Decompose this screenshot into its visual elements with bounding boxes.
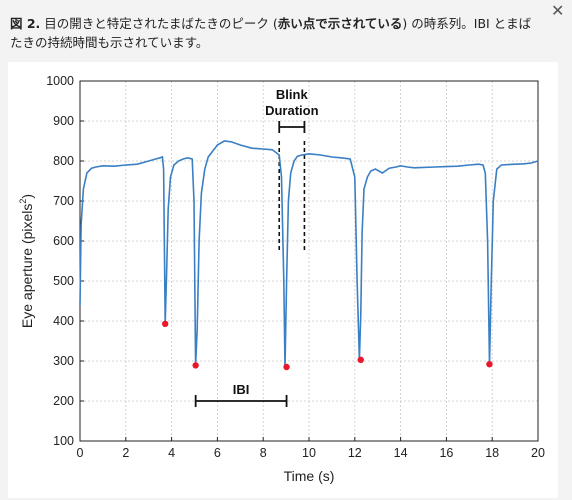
blink-peak-marker — [192, 362, 199, 369]
x-tick-label: 0 — [77, 446, 84, 460]
blink-peak-marker — [161, 320, 169, 327]
x-tick-label: 8 — [260, 446, 267, 460]
figure-label: 図 2. — [10, 16, 41, 31]
y-tick-label: 300 — [53, 354, 74, 368]
peak-markers — [161, 320, 493, 371]
caption-text-2: ) の時系列。IBI とまばたきの持続時間も示されています。 — [10, 16, 532, 50]
y-tick-label: 800 — [53, 154, 74, 168]
x-axis-title: Time (s) — [284, 468, 335, 484]
x-tick-label: 20 — [531, 446, 545, 460]
tick-layer: 0 2 4 6 8 10 12 14 16 18 20 100 200 300 400 500 600 700 80… — [46, 74, 545, 460]
y-tick-label: 600 — [53, 234, 74, 248]
y-axis-title-end: ) — [19, 194, 35, 199]
blink-peak-marker — [357, 356, 364, 363]
annotation-lines — [194, 121, 306, 407]
blink-duration-label-line1: Blink — [276, 87, 309, 102]
x-tick-label: 14 — [394, 446, 408, 460]
y-tick-label: 500 — [53, 274, 74, 288]
y-tick-label: 400 — [53, 314, 74, 328]
blink-duration-label-line2: Duration — [265, 103, 319, 118]
y-tick-label: 1000 — [46, 74, 74, 88]
x-tick-label: 10 — [302, 446, 316, 460]
figure-caption: 図 2. 目の開きと特定されたまばたきのピーク (赤い点で示されている) の時系… — [10, 14, 540, 52]
y-tick-label: 100 — [53, 434, 74, 448]
y-tick-label: 900 — [53, 114, 74, 128]
y-tick-label: 200 — [53, 394, 74, 408]
eye-aperture-chart: 0 2 4 6 8 10 12 14 16 18 20 100 200 300 400 500 600 700 80… — [18, 74, 545, 484]
caption-text-1: 目の開きと特定されたまばたきのピーク ( — [40, 16, 278, 31]
ibi-label: IBI — [233, 382, 250, 397]
annotation-labels: Blink Duration IBI — [233, 87, 319, 397]
x-tick-label: 12 — [348, 446, 362, 460]
figure-panel: 0 2 4 6 8 10 12 14 16 18 20 100 200 300 400 500 600 700 80… — [8, 62, 558, 498]
grid-layer — [80, 81, 538, 441]
x-tick-label: 16 — [439, 446, 453, 460]
blink-peak-marker — [283, 363, 290, 371]
x-tick-label: 2 — [122, 446, 129, 460]
blink-peak-marker — [486, 361, 493, 368]
y-tick-label: 700 — [53, 194, 74, 208]
y-axis-title-sup: 2 — [18, 199, 28, 204]
caption-bold-text: 赤い点で示されている — [277, 16, 403, 31]
series-line-eye-aperture — [79, 140, 539, 368]
x-tick-label: 6 — [214, 446, 221, 460]
x-tick-label: 18 — [485, 446, 499, 460]
y-axis-title-main: Eye aperture (pixels — [19, 204, 35, 329]
close-icon[interactable]: ✕ — [551, 1, 565, 20]
x-tick-label: 4 — [168, 446, 175, 460]
y-axis-title: Eye aperture (pixels2) — [18, 194, 35, 328]
